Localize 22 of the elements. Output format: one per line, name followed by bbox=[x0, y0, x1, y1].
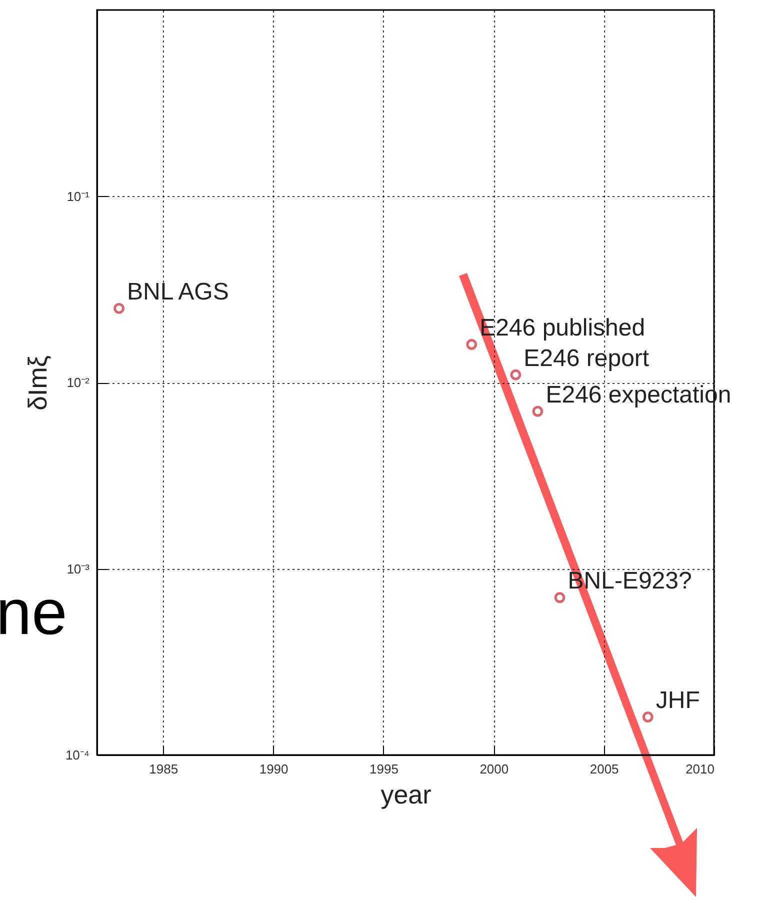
point bbox=[510, 369, 522, 380]
x-tick-label: 2005 bbox=[590, 762, 619, 776]
point bbox=[532, 406, 544, 417]
annotation: JHF bbox=[656, 686, 700, 714]
x-tick-label: 2000 bbox=[480, 762, 509, 776]
point bbox=[466, 339, 478, 350]
point bbox=[554, 592, 566, 604]
x-tick-label: 1990 bbox=[259, 762, 288, 776]
y-tick-label: 10⁻¹ bbox=[66, 188, 90, 204]
x-tick-label: 1985 bbox=[149, 762, 178, 776]
text: ne bbox=[0, 575, 68, 649]
annotation: E246 report bbox=[524, 344, 650, 372]
y-tick-label: 10⁻² bbox=[66, 375, 90, 390]
x-axis-title: year bbox=[380, 780, 432, 810]
x-tick-label: 1995 bbox=[370, 762, 398, 776]
point bbox=[642, 712, 654, 722]
y-tick-label: 10⁻⁴ bbox=[65, 748, 90, 762]
x-tick-label: 2010 bbox=[686, 762, 714, 776]
point bbox=[114, 302, 124, 314]
y-tick-label: 10⁻³ bbox=[66, 561, 90, 576]
y-axis-title: δImξ bbox=[22, 355, 52, 410]
annotation: BNL AGS bbox=[127, 278, 229, 306]
